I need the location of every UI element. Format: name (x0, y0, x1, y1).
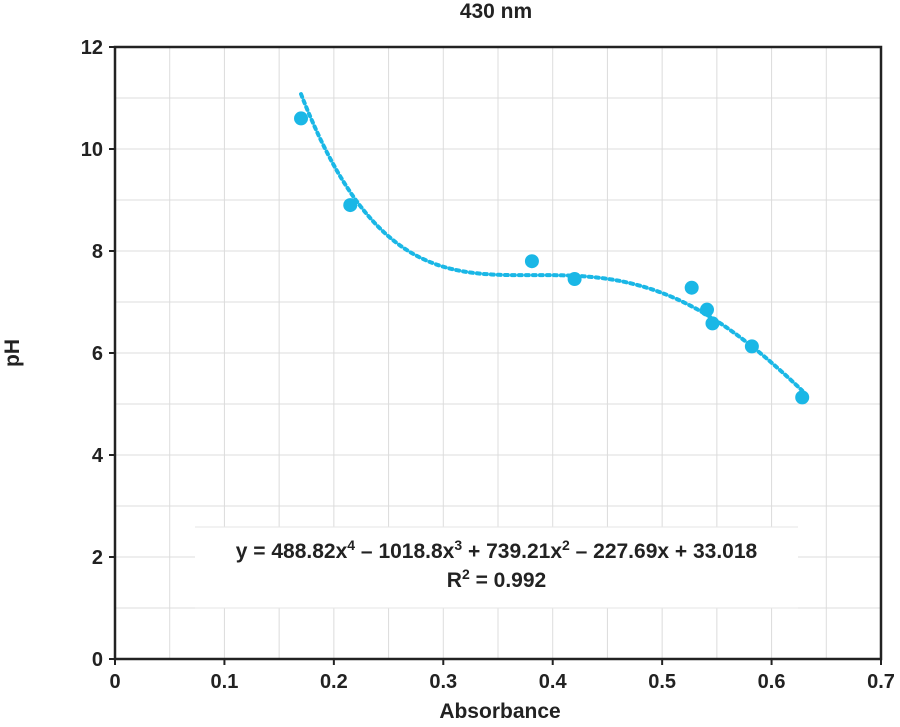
equation-exponent: 3 (454, 537, 462, 553)
y-axis-title: pH (1, 339, 24, 367)
data-point (700, 302, 715, 317)
data-point (567, 272, 582, 287)
chart-title: 430 nm (460, 0, 532, 23)
equation-term: – 227.69x + 33.018 (570, 540, 758, 563)
y-tick-label: 8 (92, 241, 103, 263)
x-tick-label: 0.7 (867, 671, 895, 693)
data-points (294, 111, 810, 405)
x-tick-label: 0.1 (211, 671, 239, 693)
y-tick-label: 2 (92, 547, 103, 569)
trendline-layer (299, 92, 805, 393)
equation-term: y = 488.82x (236, 540, 348, 563)
x-tick-label: 0.5 (648, 671, 676, 693)
y-tick-label: 0 (92, 649, 103, 671)
equation-exponent: 2 (562, 537, 570, 553)
r-squared-symbol: R (447, 569, 462, 592)
data-point (744, 339, 759, 354)
equation-term: + 739.21x (462, 540, 562, 563)
x-tick-label: 0.2 (320, 671, 348, 693)
x-tick-label: 0 (109, 671, 120, 693)
data-point (705, 316, 720, 331)
x-tick-label: 0.6 (758, 671, 786, 693)
r-squared-exponent: 2 (462, 566, 470, 582)
equation-box: y = 488.82x4 – 1018.8x3 + 739.21x2 – 227… (195, 526, 798, 609)
y-tick-label: 12 (81, 37, 103, 59)
data-point (684, 280, 699, 295)
trendline (299, 92, 805, 393)
data-point (294, 111, 309, 126)
y-tick-label: 6 (92, 343, 103, 365)
y-tick-label: 10 (81, 139, 103, 161)
x-tick-label: 0.3 (429, 671, 457, 693)
equation-term: – 1018.8x (355, 540, 455, 563)
y-tick-label: 4 (92, 445, 104, 467)
data-point (343, 198, 358, 213)
data-point (795, 390, 810, 405)
data-point (524, 254, 539, 269)
r-squared-value: = 0.992 (470, 569, 546, 592)
equation-background (195, 527, 798, 608)
x-axis-title: Absorbance (439, 700, 560, 722)
tick-labels: 0 0.1 0.2 0.3 0.4 0.5 0.6 0.7 0 2 4 6 8 10 12 (81, 37, 895, 693)
x-tick-label: 0.4 (539, 671, 568, 693)
r-squared: R2 = 0.992 (447, 566, 546, 592)
trendline-equation: y = 488.82x4 – 1018.8x3 + 739.21x2 – 227… (236, 537, 758, 563)
equation-exponent: 4 (347, 537, 355, 553)
titles: 430 nm Absorbance pH (1, 0, 561, 723)
